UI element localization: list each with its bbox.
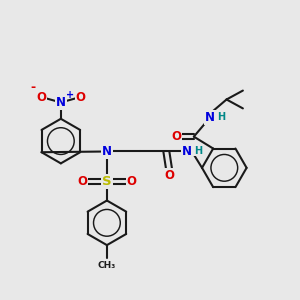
Text: O: O bbox=[77, 175, 87, 188]
Text: O: O bbox=[164, 169, 174, 182]
Text: N: N bbox=[205, 111, 215, 124]
Text: O: O bbox=[172, 130, 182, 143]
Text: H: H bbox=[217, 112, 225, 122]
Text: H: H bbox=[194, 146, 202, 156]
Text: O: O bbox=[127, 175, 136, 188]
Text: N: N bbox=[182, 145, 192, 158]
Text: N: N bbox=[102, 145, 112, 158]
Text: CH₃: CH₃ bbox=[98, 261, 116, 270]
Text: O: O bbox=[36, 91, 46, 103]
Text: N: N bbox=[56, 96, 66, 109]
Text: -: - bbox=[30, 81, 35, 94]
Text: S: S bbox=[102, 175, 112, 188]
Text: O: O bbox=[76, 91, 86, 103]
Text: +: + bbox=[66, 90, 74, 100]
